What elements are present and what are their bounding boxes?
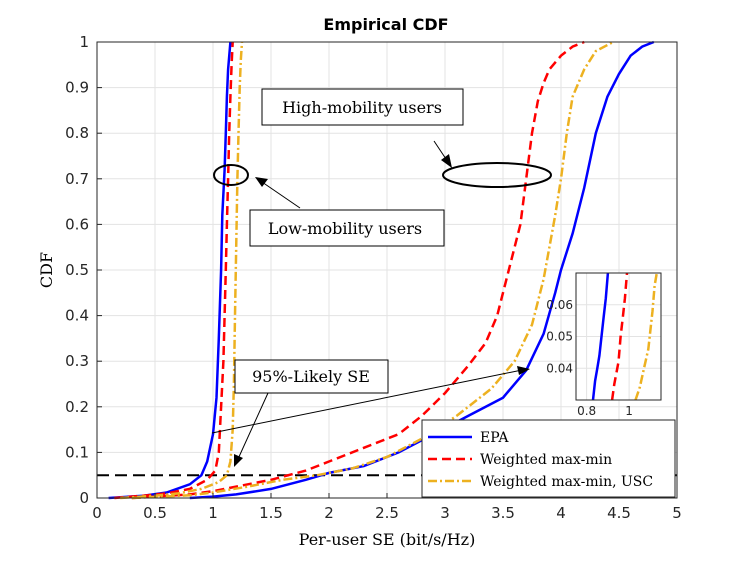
- likely-se-arrowhead: [234, 454, 243, 467]
- x-tick-label: 5: [672, 504, 682, 522]
- y-tick-label: 0.2: [65, 398, 89, 416]
- inset-frame: [575, 272, 662, 401]
- series-1-high-mobility-line: [131, 40, 585, 500]
- series-2-low-mobility-line: [120, 41, 244, 500]
- likely-se-arrow: [237, 392, 269, 460]
- x-axis-label: Per-user SE (bit/s/Hz): [299, 530, 476, 549]
- x-tick-label: 0: [92, 504, 102, 522]
- inset-ticks: 0.8 1 0.04 0.05 0.06: [546, 298, 633, 418]
- x-tick-label: 1: [208, 504, 218, 522]
- inset-series-1-line: [610, 272, 629, 401]
- y-tick-label: 0.9: [65, 79, 89, 97]
- inset-plot: 0.8 1 0.04 0.05 0.06: [546, 272, 662, 418]
- y-axis-label: CDF: [37, 252, 56, 288]
- inset-y-tick-label: 0.04: [546, 361, 573, 375]
- low-mobility-box: [249, 209, 445, 247]
- high-mobility-arrowhead: [441, 154, 452, 168]
- likely-se-box: [234, 359, 389, 394]
- chart-title: Empirical CDF: [323, 15, 448, 34]
- zoom-connector-line: [211, 369, 523, 434]
- inset-series: [591, 272, 659, 401]
- annotations-layer: High-mobility users Low-mobility users 9…: [211, 88, 552, 467]
- x-tick-label: 2: [324, 504, 334, 522]
- low-mobility-ellipse: [213, 164, 249, 186]
- y-tick-label: 0.4: [65, 307, 89, 325]
- y-axis-ticks: 0 0.1 0.2 0.3 0.4 0.5 0.6 0.7 0.8 0.9 1: [65, 33, 102, 507]
- inset-y-tick-label: 0.05: [546, 330, 573, 344]
- x-tick-label: 3: [440, 504, 450, 522]
- inset-y-tick-label: 0.06: [546, 298, 573, 312]
- inset-x-tick-label: 1: [625, 404, 633, 418]
- low-mobility-arrow: [261, 181, 301, 209]
- likely-se-label: 95%-Likely SE: [252, 367, 370, 386]
- y-tick-label: 0.5: [65, 261, 89, 279]
- x-tick-label: 0.5: [143, 504, 167, 522]
- legend-label-0: EPA: [480, 430, 509, 446]
- y-tick-label: 0.7: [65, 170, 89, 188]
- legend-label-1: Weighted max-min: [480, 452, 612, 468]
- y-tick-label: 0.1: [65, 443, 89, 461]
- series-1-low-mobility-line: [114, 41, 234, 500]
- y-tick-label: 0: [79, 489, 89, 507]
- y-tick-label: 1: [79, 33, 89, 51]
- series-0-low-mobility-line: [108, 41, 232, 500]
- legend-label-2: Weighted max-min, USC: [480, 474, 653, 490]
- zoom-connector-arrowhead: [517, 366, 530, 375]
- high-mobility-box: [261, 88, 464, 126]
- x-tick-label: 4.5: [607, 504, 631, 522]
- x-tick-label: 2.5: [375, 504, 399, 522]
- low-mobility-label: Low-mobility users: [268, 219, 422, 238]
- high-mobility-ellipse: [442, 162, 552, 188]
- y-tick-label: 0.8: [65, 124, 89, 142]
- legend: EPA Weighted max-min Weighted max-min, USC: [421, 419, 676, 498]
- inset-series-0-line: [591, 272, 610, 401]
- inset-x-tick-label: 0.8: [577, 404, 596, 418]
- x-tick-label: 1.5: [259, 504, 283, 522]
- x-axis-ticks: 0 0.5 1 1.5 2 2.5 3 3.5 4 4.5 5: [92, 493, 682, 522]
- y-tick-label: 0.6: [65, 215, 89, 233]
- low-mobility-arrowhead: [255, 177, 268, 187]
- x-tick-label: 4: [556, 504, 566, 522]
- high-mobility-label: High-mobility users: [282, 98, 442, 117]
- y-tick-label: 0.3: [65, 352, 89, 370]
- x-tick-label: 3.5: [491, 504, 515, 522]
